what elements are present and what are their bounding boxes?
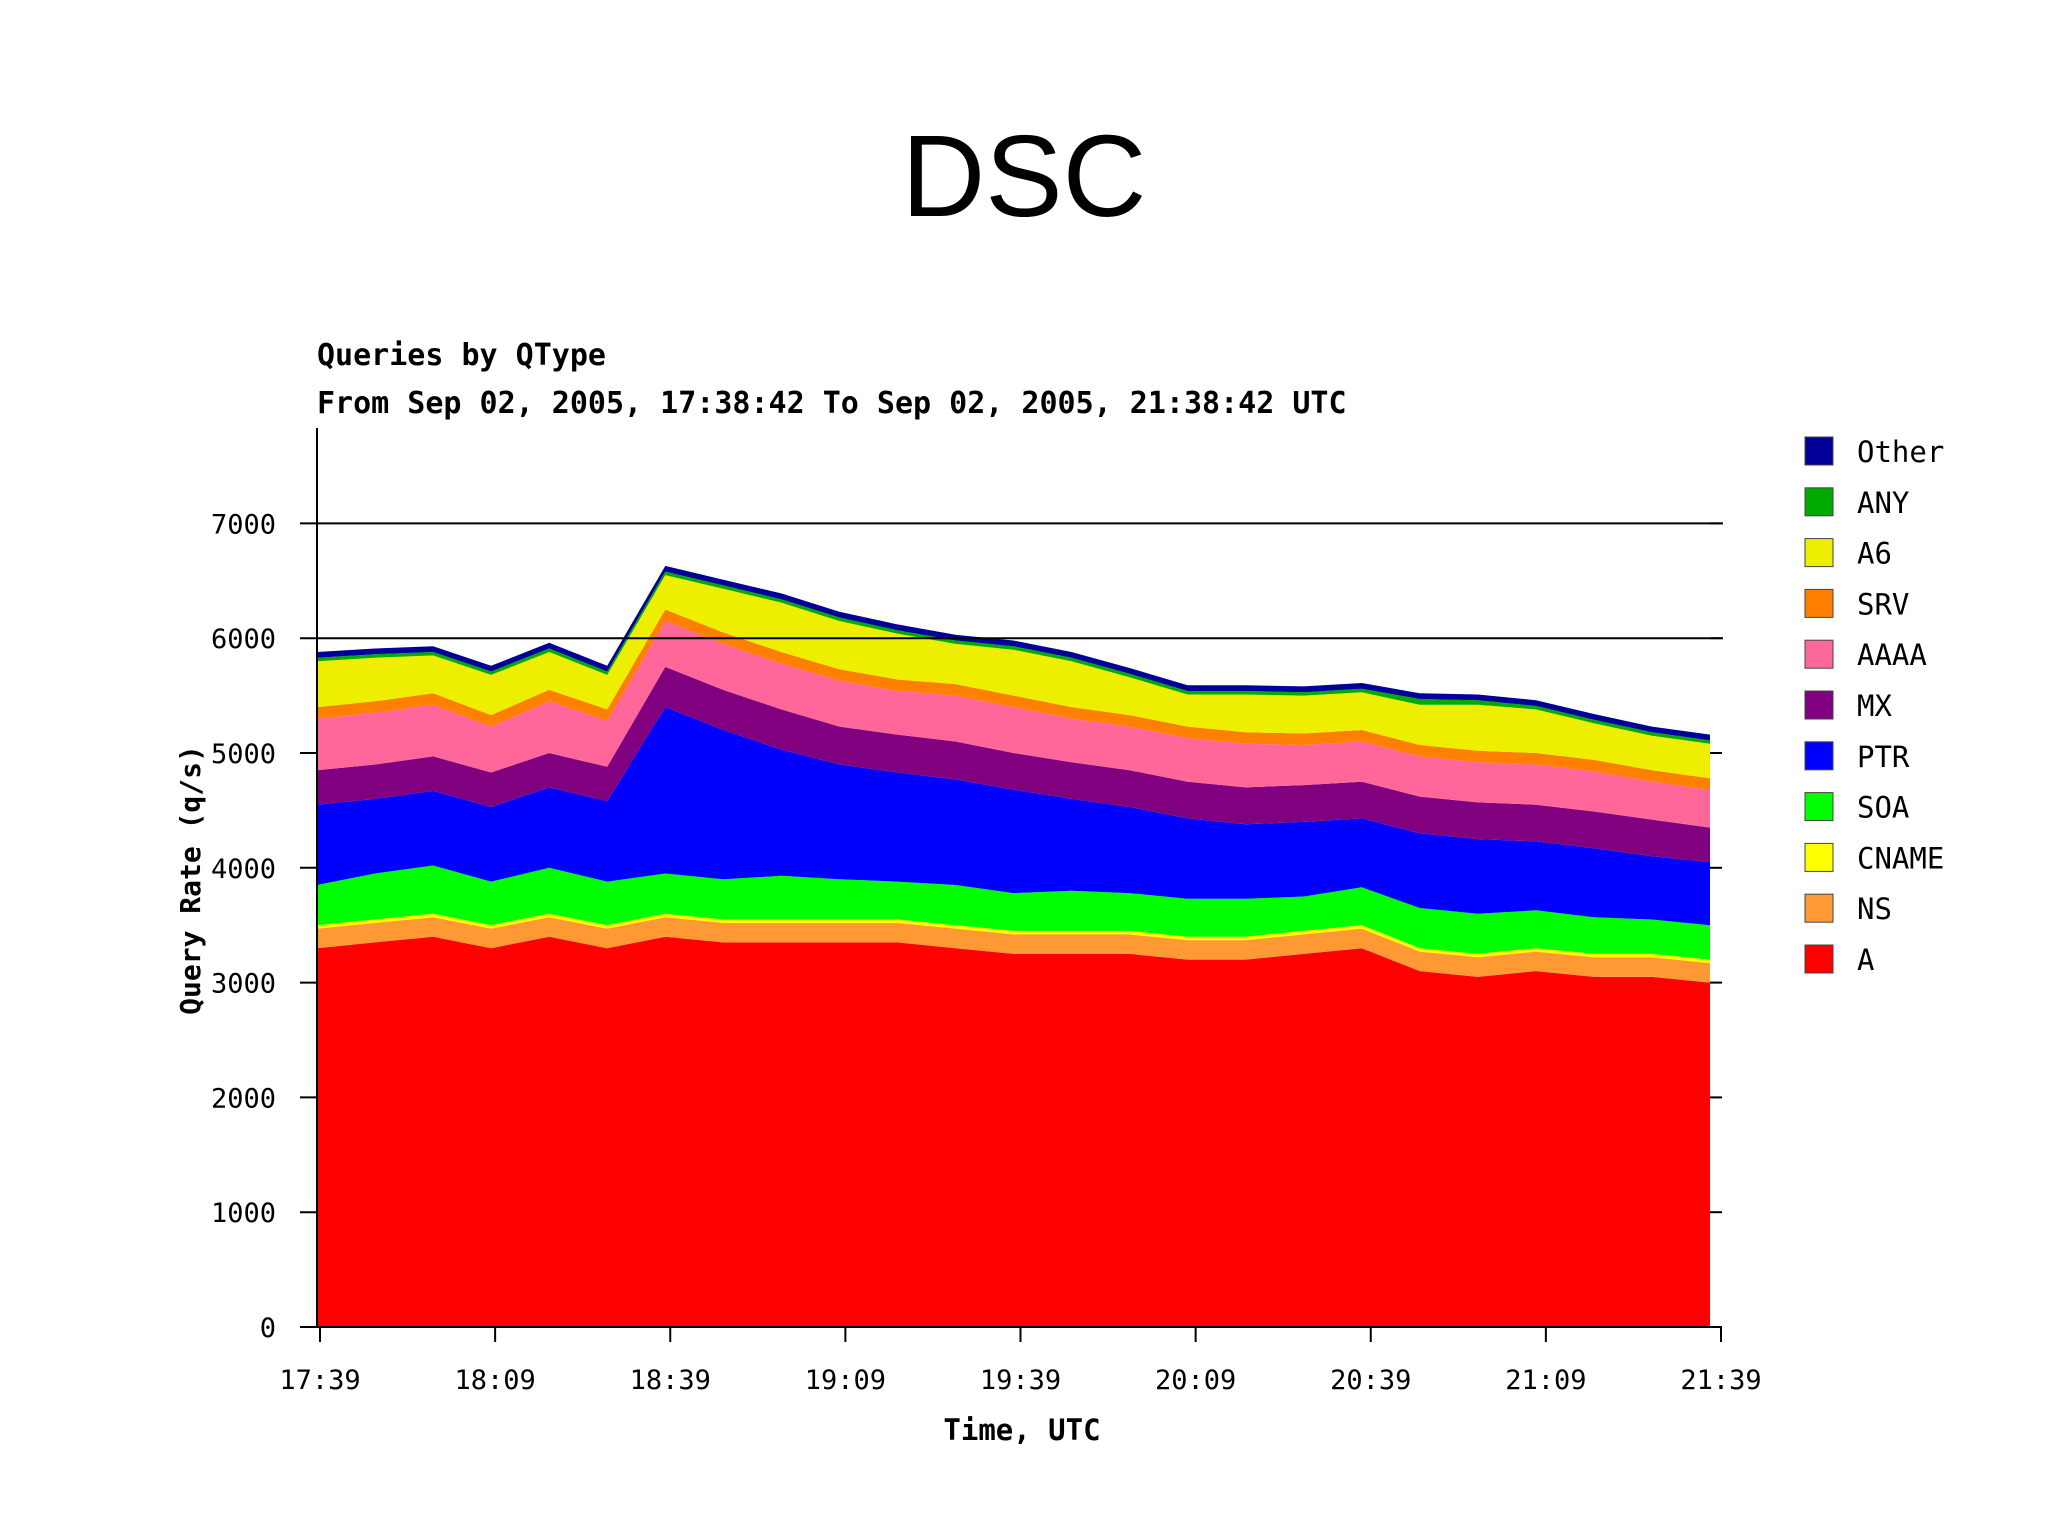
axes: 0 1000 2000 3000 4000 5000 6000 7000 17:39 18:09 1… [211,428,1762,1396]
legend-swatch [1804,842,1834,872]
legend-label: A6 [1857,537,1892,571]
legend-swatch [1804,944,1834,974]
legend-swatch [1804,538,1834,568]
area-a [317,936,1710,1327]
legend-swatch [1804,639,1834,669]
x-tick-label: 18:39 [630,1365,711,1396]
legend-item-cname: CNAME [1804,841,1944,875]
slide-title: DSC [901,111,1147,241]
chart-subtitle: From Sep 02, 2005, 17:38:42 To Sep 02, 2… [317,386,1347,421]
legend-item-srv: SRV [1804,587,1909,621]
legend-swatch [1804,588,1834,618]
y-axis-label: Query Rate (q/s) [174,745,207,1015]
legend-label: AAAA [1857,638,1927,672]
gridlines [317,522,1723,640]
x-tick-label: 17:39 [279,1365,360,1396]
area-ptr [317,707,1710,926]
x-tick-label: 19:09 [805,1365,886,1396]
area-ns [317,917,1710,983]
legend-label: PTR [1857,740,1910,774]
legend-label: SRV [1857,587,1909,621]
legend-label: ANY [1857,486,1909,520]
x-tick-label: 20:39 [1330,1365,1411,1396]
y-tick-label: 2000 [211,1083,276,1114]
y-tick-label: 1000 [211,1198,276,1229]
legend-swatch [1804,741,1834,771]
legend-swatch [1804,487,1834,517]
legend-item-mx: MX [1804,689,1892,723]
legend-item-a6: A6 [1804,537,1892,571]
legend-swatch [1804,436,1834,466]
area-mx [317,666,1710,863]
y-tick-label: 4000 [211,854,276,885]
legend-label: A [1857,943,1874,977]
legend-swatch [1804,893,1834,923]
x-tick-label: 20:09 [1155,1365,1236,1396]
legend-label: CNAME [1857,841,1944,875]
x-tick-label: 21:09 [1505,1365,1586,1396]
area-cname [317,913,1710,964]
legend-label: NS [1857,892,1892,926]
legend-label: Other [1857,435,1944,469]
y-tick-label: 7000 [211,509,276,540]
y-tick-label: 3000 [211,969,276,1000]
chart-title: Queries by QType [317,338,606,373]
x-axis-label: Time, UTC [943,1413,1100,1447]
legend-swatch [1804,792,1834,822]
y-tick-label: 0 [260,1313,276,1344]
series-areas [317,565,1710,1327]
x-tick-label: 18:09 [454,1365,535,1396]
x-tick-label: 19:39 [980,1365,1061,1396]
legend-label: SOA [1857,791,1909,825]
legend-item-any: ANY [1804,486,1909,520]
area-a6 [317,575,1710,779]
legend-swatch [1804,690,1834,720]
legend-item-ptr: PTR [1804,740,1910,774]
area-aaaa [317,621,1710,828]
x-tick-label: 21:39 [1680,1365,1761,1396]
legend-item-a: A [1804,943,1874,977]
y-tick-label: 5000 [211,739,276,770]
area-soa [317,865,1710,960]
area-srv [317,609,1710,790]
legend-item-ns: NS [1804,892,1892,926]
legend-item-soa: SOA [1804,791,1909,825]
y-tick-label: 6000 [211,624,276,655]
legend-item-aaaa: AAAA [1804,638,1927,672]
legend: Other ANY A6 SRV AAAA MX PTR SOA CNAME NS A [1804,435,1944,977]
legend-item-other: Other [1804,435,1944,469]
legend-label: MX [1857,689,1892,723]
